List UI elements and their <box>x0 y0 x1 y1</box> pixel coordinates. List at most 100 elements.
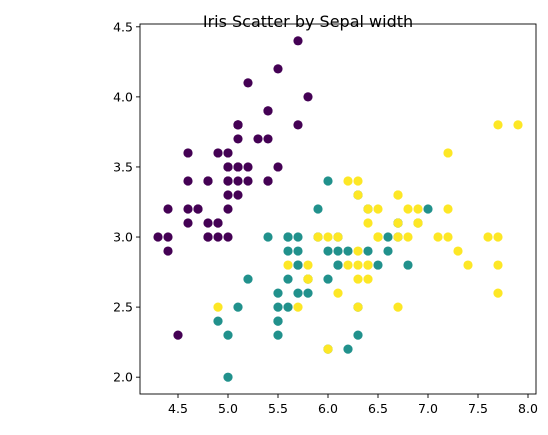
data-point <box>343 176 353 186</box>
data-point <box>383 232 393 242</box>
data-point <box>213 218 223 228</box>
data-point <box>163 204 173 214</box>
data-point <box>233 120 243 130</box>
y-tick-label: 2.0 <box>113 370 133 385</box>
data-point <box>283 232 293 242</box>
data-point <box>393 218 403 228</box>
y-tick-label: 4.0 <box>113 89 133 104</box>
x-axis: 4.5 5.0 5.5 6.0 6.5 7.0 7.5 8.0 <box>168 394 538 416</box>
data-point <box>513 120 523 130</box>
data-point <box>183 204 193 214</box>
data-point <box>303 288 313 298</box>
data-point <box>363 204 373 214</box>
data-point <box>493 120 503 130</box>
data-point <box>323 246 333 256</box>
data-point <box>203 232 213 242</box>
data-point <box>343 246 353 256</box>
x-tick-label: 6.0 <box>318 401 338 416</box>
data-point <box>293 36 303 46</box>
data-point <box>303 274 313 284</box>
data-point <box>403 232 413 242</box>
data-point <box>403 260 413 270</box>
data-point <box>423 204 433 214</box>
data-point <box>483 232 493 242</box>
data-point <box>313 204 323 214</box>
data-point <box>213 316 223 326</box>
data-point <box>493 232 503 242</box>
data-point <box>313 232 323 242</box>
data-point <box>393 302 403 312</box>
data-point <box>283 274 293 284</box>
data-point <box>263 232 273 242</box>
data-point <box>283 302 293 312</box>
data-point <box>323 274 333 284</box>
data-point <box>233 302 243 312</box>
data-point <box>353 190 363 200</box>
x-tick-label: 7.5 <box>468 401 488 416</box>
data-point <box>363 260 373 270</box>
data-point <box>263 106 273 116</box>
data-point <box>353 260 363 270</box>
data-point <box>353 302 363 312</box>
data-point <box>493 288 503 298</box>
data-point <box>183 148 193 158</box>
data-point <box>223 148 233 158</box>
data-point <box>333 260 343 270</box>
data-point <box>273 64 283 74</box>
y-tick-label: 3.5 <box>113 159 133 174</box>
data-point <box>263 176 273 186</box>
data-point <box>273 330 283 340</box>
data-point <box>333 246 343 256</box>
data-point <box>243 162 253 172</box>
data-point <box>363 218 373 228</box>
data-point <box>203 176 213 186</box>
data-point <box>223 204 233 214</box>
data-point <box>463 260 473 270</box>
data-point <box>343 344 353 354</box>
data-point <box>373 232 383 242</box>
data-point <box>213 232 223 242</box>
data-point <box>183 176 193 186</box>
data-point <box>393 190 403 200</box>
x-tick-label: 4.5 <box>168 401 188 416</box>
data-point <box>163 232 173 242</box>
data-point <box>303 260 313 270</box>
data-point <box>323 344 333 354</box>
data-point <box>233 134 243 144</box>
data-point <box>333 288 343 298</box>
y-tick-label: 3.0 <box>113 230 133 245</box>
data-point <box>283 246 293 256</box>
data-point <box>383 246 393 256</box>
data-point <box>353 274 363 284</box>
x-tick-label: 8.0 <box>518 401 538 416</box>
data-point <box>273 302 283 312</box>
data-point <box>343 260 353 270</box>
data-point <box>223 232 233 242</box>
data-point <box>233 176 243 186</box>
data-point <box>293 246 303 256</box>
chart-title: Iris Scatter by Sepal width <box>203 12 413 31</box>
data-point <box>283 260 293 270</box>
data-point <box>293 260 303 270</box>
data-point <box>303 92 313 102</box>
data-point <box>213 302 223 312</box>
data-point <box>353 176 363 186</box>
data-point <box>363 246 373 256</box>
data-point <box>353 330 363 340</box>
x-tick-label: 5.0 <box>218 401 238 416</box>
data-point <box>253 134 263 144</box>
x-tick-label: 6.5 <box>368 401 388 416</box>
y-axis: 2.0 2.5 3.0 3.5 4.0 4.5 <box>113 19 140 385</box>
data-point <box>153 232 163 242</box>
data-point <box>293 288 303 298</box>
data-point <box>233 190 243 200</box>
data-point <box>293 120 303 130</box>
data-point <box>193 204 203 214</box>
data-point <box>413 204 423 214</box>
data-point <box>223 330 233 340</box>
data-point <box>433 232 443 242</box>
data-point <box>273 288 283 298</box>
data-point <box>293 302 303 312</box>
plot-frame <box>139 23 537 395</box>
